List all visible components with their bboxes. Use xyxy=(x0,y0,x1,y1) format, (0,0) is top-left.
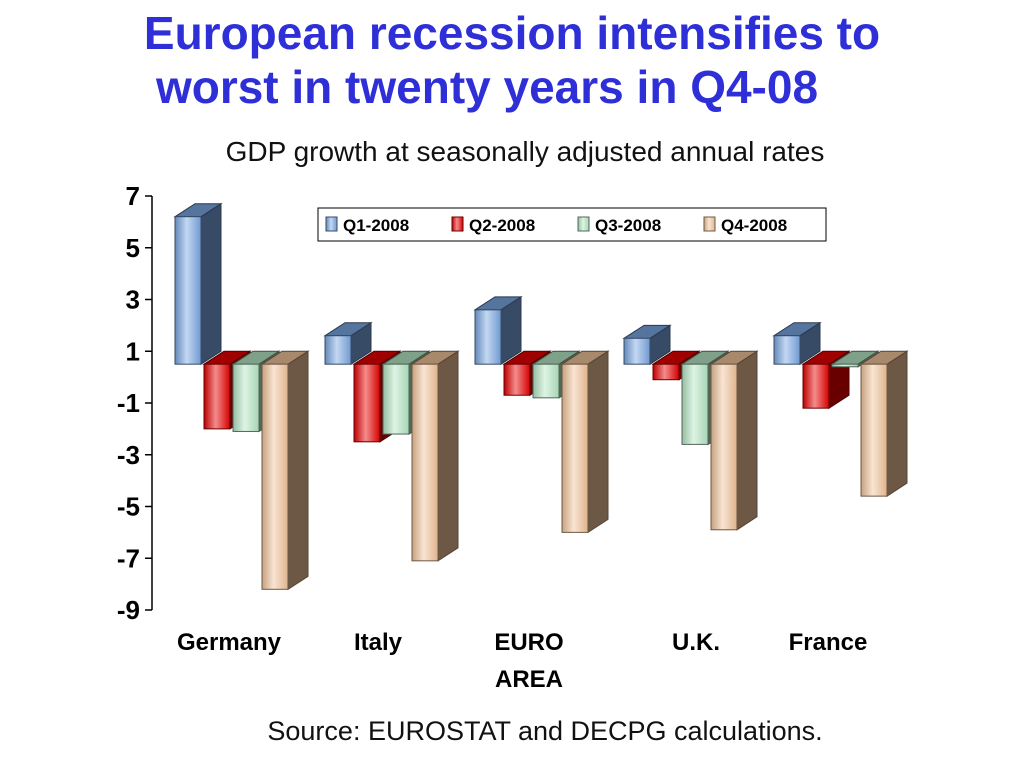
legend: Q1-2008 Q2-2008 Q3-2008 Q4-2008 xyxy=(317,207,827,242)
bar-q1-2008-u-k xyxy=(622,324,672,366)
legend-label: Q3-2008 xyxy=(595,216,661,235)
bar-q4-2008-u-k xyxy=(709,350,759,531)
y-tick-label: 5 xyxy=(126,233,140,263)
category-labels: Germany Italy EURO AREA U.K. France xyxy=(177,629,867,693)
legend-label: Q1-2008 xyxy=(343,216,409,235)
legend-label: Q2-2008 xyxy=(469,216,535,235)
y-tick-label: -5 xyxy=(117,492,140,522)
category-label: EURO xyxy=(494,629,563,656)
bar-q1-2008-germany xyxy=(173,202,223,366)
legend-swatch xyxy=(577,216,590,232)
bars xyxy=(173,202,909,591)
y-axis: 7 5 3 1 -1 -3 -5 -7 -9 xyxy=(117,181,153,625)
legend-swatch xyxy=(703,216,716,232)
bar-q1-2008-france xyxy=(772,321,822,366)
chart-title-line-1: European recession intensifies to xyxy=(143,7,881,59)
source-note: Source: EUROSTAT and DECPG calculations. xyxy=(267,716,823,746)
legend-swatch xyxy=(451,216,464,232)
y-tick-label: 3 xyxy=(126,285,140,315)
y-tick-label: -3 xyxy=(117,440,140,470)
bar-q4-2008-france xyxy=(859,350,909,498)
category-label: Germany xyxy=(177,629,282,656)
category-label: AREA xyxy=(495,666,563,693)
bar-q1-2008-euro-area xyxy=(473,295,523,366)
y-tick-label: -9 xyxy=(117,595,140,625)
category-label: U.K. xyxy=(672,629,720,656)
legend-label: Q4-2008 xyxy=(721,216,787,235)
chart-title-line-2: worst in twenty years in Q4-08 xyxy=(155,61,819,113)
bar-q4-2008-germany xyxy=(260,350,310,591)
y-tick-label: 7 xyxy=(126,181,140,211)
category-label: France xyxy=(789,629,868,656)
chart-title: European recession intensifies to worst … xyxy=(0,6,1024,114)
legend-box xyxy=(317,207,827,242)
bar-q4-2008-euro-area xyxy=(560,350,610,534)
y-tick-label: -7 xyxy=(117,543,140,573)
bar-q4-2008-italy xyxy=(410,350,460,562)
category-label: Italy xyxy=(354,629,403,656)
y-tick-label: 1 xyxy=(126,336,140,366)
y-tick-label: -1 xyxy=(117,388,140,418)
legend-swatch xyxy=(325,216,338,232)
bar-q1-2008-italy xyxy=(323,321,373,366)
chart-subtitle: GDP growth at seasonally adjusted annual… xyxy=(225,136,825,167)
